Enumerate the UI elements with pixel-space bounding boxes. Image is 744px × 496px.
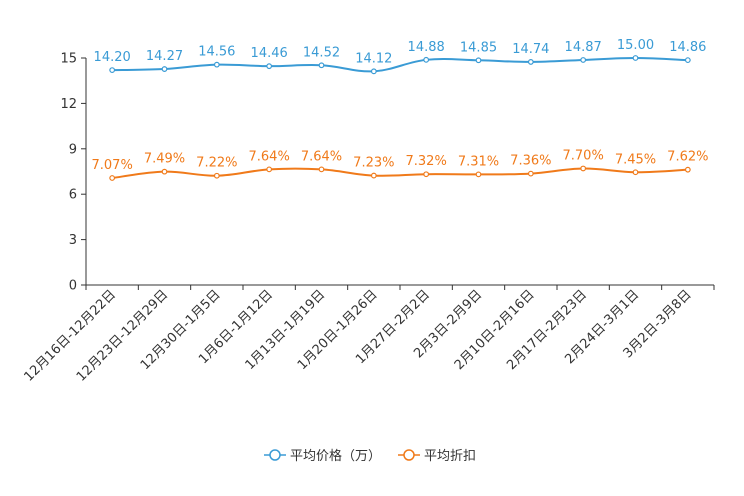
data-label: 7.62% [667, 150, 708, 165]
data-label: 7.64% [249, 149, 290, 164]
legend-label: 平均折扣 [424, 449, 476, 464]
data-point[interactable] [475, 57, 482, 64]
data-label: 14.27 [146, 49, 183, 64]
data-point[interactable] [632, 55, 639, 61]
data-point[interactable] [109, 175, 116, 181]
legend-item-1[interactable]: 平均价格（万） [264, 448, 381, 464]
x-tick-label: 12月23日-12月29日 [74, 287, 171, 384]
data-point[interactable] [318, 166, 325, 173]
data-point[interactable] [580, 165, 587, 172]
legend-marker-icon [403, 449, 415, 461]
data-label: 14.46 [251, 46, 288, 61]
data-point[interactable] [318, 62, 325, 69]
series-layer: 14.20 14.27 14.56 14.46 14.52 14.12 14.88 14.85… [92, 38, 708, 181]
legend[interactable]: 平均价格（万） 平均折扣 [264, 448, 476, 464]
data-point[interactable] [527, 170, 534, 177]
data-point[interactable] [161, 168, 168, 175]
data-point[interactable] [632, 169, 639, 176]
data-point[interactable] [161, 66, 168, 72]
series-1: 14.20 14.27 14.56 14.46 14.52 14.12 14.88 14.85… [94, 38, 706, 75]
y-tick-label: 15 [60, 52, 77, 67]
data-point[interactable] [423, 171, 430, 178]
data-point[interactable] [109, 67, 116, 74]
data-point[interactable] [266, 63, 273, 70]
y-tick-label: 3 [69, 233, 77, 248]
data-label: 7.70% [563, 148, 604, 163]
x-tick-label: 12月16日-12月22日 [22, 287, 119, 384]
data-point[interactable] [213, 61, 220, 68]
data-label: 7.49% [144, 152, 185, 167]
data-label: 7.23% [353, 156, 394, 171]
legend-label: 平均价格（万） [290, 448, 381, 464]
data-label: 14.20 [94, 50, 131, 65]
data-point[interactable] [370, 68, 377, 75]
data-label: 7.64% [301, 149, 342, 164]
data-label: 15.00 [617, 38, 654, 53]
series-line [112, 56, 688, 73]
data-point[interactable] [266, 166, 273, 173]
data-point[interactable] [475, 171, 482, 178]
data-point[interactable] [423, 56, 430, 63]
data-point[interactable] [370, 172, 377, 179]
data-label: 14.87 [565, 40, 602, 55]
data-label: 14.52 [303, 45, 340, 60]
data-point[interactable] [213, 172, 220, 179]
data-label: 7.31% [458, 154, 499, 169]
series-line [112, 167, 688, 179]
y-tick-label: 6 [69, 188, 77, 203]
data-point[interactable] [527, 59, 534, 65]
data-label: 7.32% [406, 154, 447, 169]
data-label: 14.86 [669, 40, 706, 55]
y-tick-label: 12 [60, 97, 77, 112]
data-point[interactable] [684, 57, 691, 64]
data-point[interactable] [684, 166, 691, 173]
legend-marker-icon [269, 449, 281, 461]
series-2: 7.07% 7.49% 7.22% 7.64% 7.64% 7.23% 7.32% 7.31%… [92, 148, 708, 181]
data-label: 14.74 [512, 42, 549, 57]
data-label: 7.36% [510, 154, 551, 169]
y-tick-label: 9 [69, 142, 77, 157]
data-label: 7.07% [92, 158, 133, 173]
legend-item-2[interactable]: 平均折扣 [398, 449, 476, 464]
data-label: 14.88 [408, 40, 445, 55]
data-label: 14.56 [198, 45, 235, 60]
data-point[interactable] [580, 57, 587, 63]
y-tick-label: 0 [69, 279, 77, 294]
data-label: 7.45% [615, 152, 656, 167]
axes: 0369121512月16日-12月22日12月23日-12月29日12月30日… [22, 52, 715, 385]
data-label: 14.12 [355, 51, 392, 66]
data-label: 7.22% [196, 156, 237, 171]
data-label: 14.85 [460, 40, 497, 55]
